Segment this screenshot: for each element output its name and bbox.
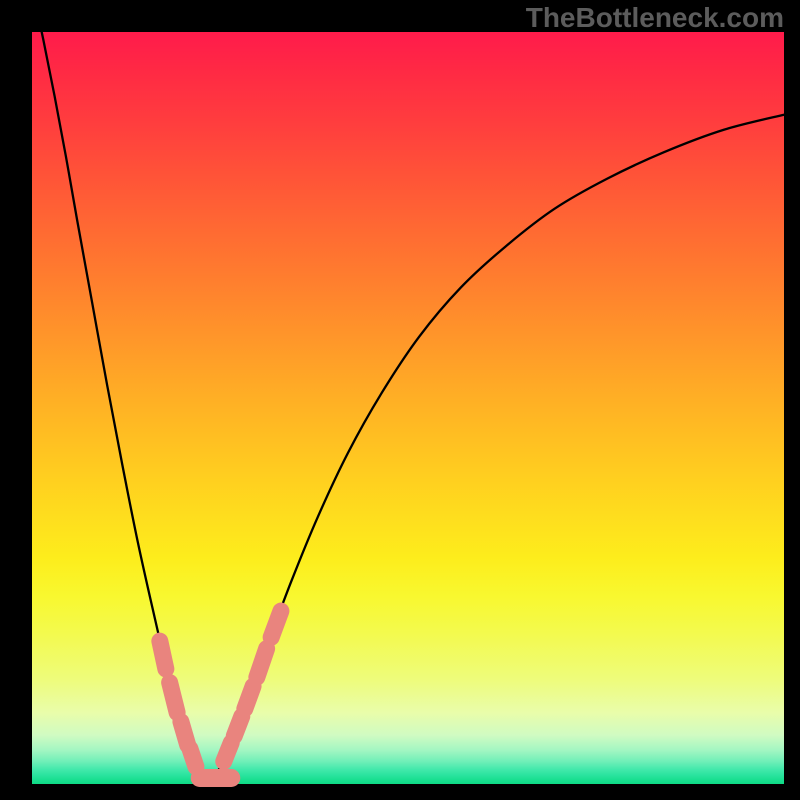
dash-marker-9 (260, 600, 292, 648)
bottleneck-curve (32, 0, 784, 779)
watermark-text: TheBottleneck.com (526, 2, 784, 34)
dash-marker-4 (191, 769, 241, 787)
chart-container: TheBottleneck.com (0, 0, 800, 800)
dash-marker-0 (150, 631, 176, 679)
curve-overlay (0, 0, 800, 800)
